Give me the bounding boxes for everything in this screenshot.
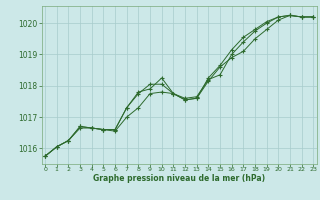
X-axis label: Graphe pression niveau de la mer (hPa): Graphe pression niveau de la mer (hPa) — [93, 174, 265, 183]
